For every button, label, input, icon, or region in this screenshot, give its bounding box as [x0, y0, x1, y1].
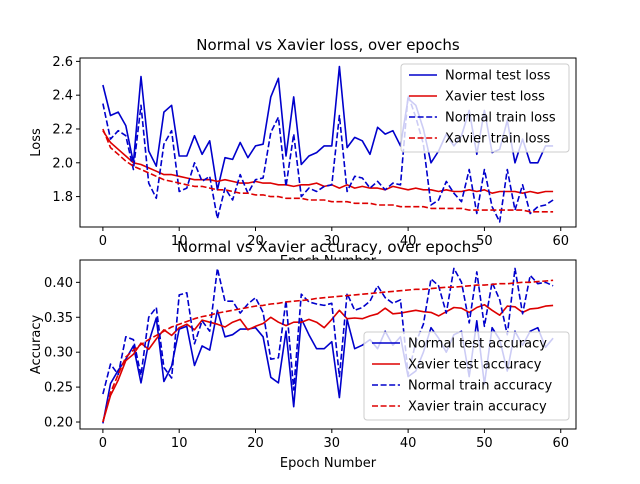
x-tick-label: 10 — [171, 234, 188, 249]
x-axis-label: Epoch Number — [280, 456, 377, 471]
legend-label: Xavier test loss — [445, 90, 545, 105]
series-lines — [102, 267, 554, 424]
legend-label: Normal test accuracy — [408, 337, 547, 352]
y-tick-label: 2.0 — [52, 156, 73, 171]
x-tick-label: 0 — [99, 436, 107, 451]
legend-label: Xavier test accuracy — [408, 358, 542, 373]
x-tick-label: 40 — [400, 436, 417, 451]
chart-title: Normal vs Xavier loss, over epochs — [196, 36, 460, 54]
y-tick-label: 0.20 — [44, 416, 73, 431]
legend-label: Normal train loss — [445, 111, 556, 126]
legend-label: Normal train accuracy — [408, 379, 553, 394]
y-tick-label: 2.4 — [52, 89, 73, 104]
series-line-4 — [102, 279, 554, 423]
series-line-4 — [102, 128, 554, 213]
series-line-2 — [102, 303, 554, 423]
x-tick-label: 50 — [476, 436, 493, 451]
x-tick-label: 60 — [552, 234, 569, 249]
chart-panel-2: 0 10 20 30 40 50 60 0.20 0.25 0.30 0.35 0.40 Epoch N… — [29, 238, 577, 471]
legend: Normal test accuracy Xavier test accuracy… — [363, 331, 570, 421]
y-tick-label: 1.8 — [52, 190, 73, 205]
legend: Normal test loss Xavier test loss Normal t… — [400, 63, 570, 153]
legend-box — [400, 63, 570, 153]
y-tick-label: 2.6 — [52, 55, 73, 70]
y-tick-label: 2.2 — [52, 122, 73, 137]
y-axis-label: Loss — [29, 128, 44, 157]
axes-frame — [79, 57, 577, 228]
series-line-1 — [102, 309, 554, 424]
legend-box — [363, 331, 570, 421]
x-tick-label: 50 — [476, 234, 493, 249]
x-tick-label: 40 — [400, 234, 417, 249]
legend-label: Xavier train accuracy — [408, 400, 547, 415]
x-tick-label: 30 — [324, 234, 341, 249]
x-tick-label: 20 — [247, 234, 264, 249]
series-line-3 — [102, 94, 554, 223]
y-axis-label: Accuracy — [29, 315, 44, 375]
x-tick-label: 60 — [552, 436, 569, 451]
x-tick-label: 30 — [324, 436, 341, 451]
axes-frame — [79, 259, 577, 430]
y-tick-label: 0.30 — [44, 346, 73, 361]
legend-label: Normal test loss — [445, 69, 551, 84]
legend-label: Xavier train loss — [445, 132, 550, 147]
chart-title: Normal vs Xavier accuracy, over epochs — [177, 238, 479, 256]
x-tick-label: 10 — [171, 436, 188, 451]
series-line-3 — [102, 267, 554, 395]
y-tick-label: 0.25 — [44, 381, 73, 396]
x-tick-label: 20 — [247, 436, 264, 451]
y-tick-label: 0.35 — [44, 311, 73, 326]
x-tick-label: 0 — [99, 234, 107, 249]
y-tick-label: 0.40 — [44, 276, 73, 291]
